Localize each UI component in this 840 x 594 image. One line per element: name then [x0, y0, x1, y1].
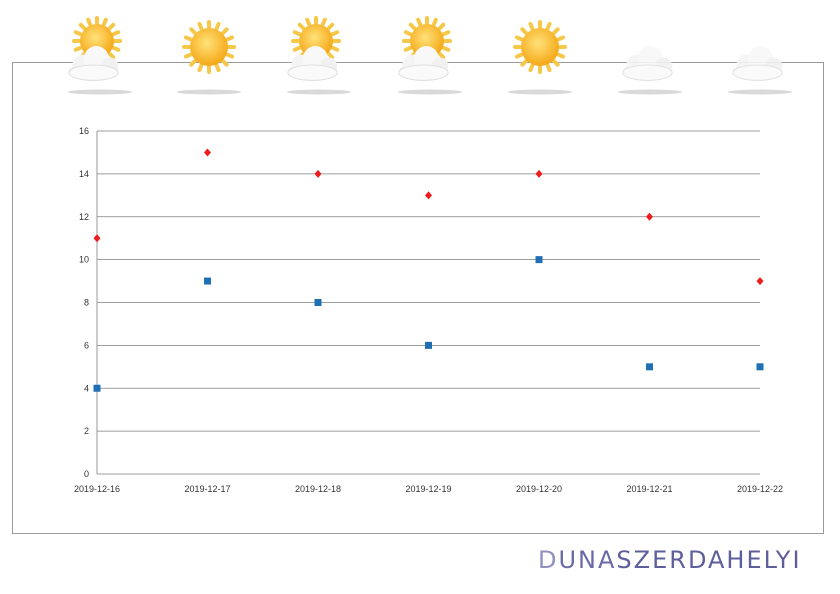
data-point-series-1 [93, 234, 101, 243]
y-tick-label: 8 [84, 298, 89, 308]
data-point-series-1 [756, 277, 764, 286]
y-tick-label: 16 [79, 126, 89, 136]
y-tick-label: 14 [79, 169, 89, 179]
cloud-icon [605, 5, 695, 95]
data-point-series-2 [756, 363, 764, 371]
x-tick-label: 2019-12-21 [626, 484, 672, 494]
y-tick-label: 2 [84, 426, 89, 436]
cloud-icon [715, 5, 805, 95]
sun-icon [495, 5, 585, 95]
partly-cloudy-icon [55, 5, 145, 95]
x-tick-label: 2019-12-17 [184, 484, 230, 494]
sun-icon [164, 5, 254, 95]
x-tick-label: 2019-12-19 [405, 484, 451, 494]
data-point-series-1 [646, 212, 653, 221]
data-point-series-2 [204, 277, 211, 285]
data-point-series-1 [204, 148, 211, 157]
site-logo: DUNASZERDAHELYI [538, 545, 802, 575]
data-point-series-2 [93, 384, 101, 392]
y-tick-label: 6 [84, 340, 89, 350]
data-point-series-1 [314, 169, 322, 178]
x-tick-label: 2019-12-16 [74, 484, 120, 494]
y-tick-label: 0 [84, 469, 89, 479]
weather-icons-row [0, 0, 840, 100]
partly-cloudy-icon [385, 5, 475, 95]
y-tick-label: 10 [79, 255, 89, 265]
y-tick-label: 4 [84, 383, 89, 393]
y-tick-label: 12 [79, 212, 89, 222]
x-tick-label: 2019-12-20 [516, 484, 562, 494]
x-tick-label: 2019-12-22 [737, 484, 783, 494]
logo-part-1: D [538, 546, 559, 574]
logo-part-3: SZERDAHELYI [616, 546, 802, 574]
data-point-series-2 [535, 256, 543, 264]
data-point-series-2 [314, 299, 322, 306]
data-point-series-1 [425, 191, 432, 200]
partly-cloudy-icon [274, 5, 364, 95]
chart-frame [12, 62, 824, 534]
logo-part-2: UNA [558, 546, 617, 574]
x-tick-label: 2019-12-18 [295, 484, 341, 494]
data-point-series-2 [646, 363, 653, 371]
data-point-series-1 [535, 169, 543, 178]
data-point-series-2 [425, 341, 432, 349]
